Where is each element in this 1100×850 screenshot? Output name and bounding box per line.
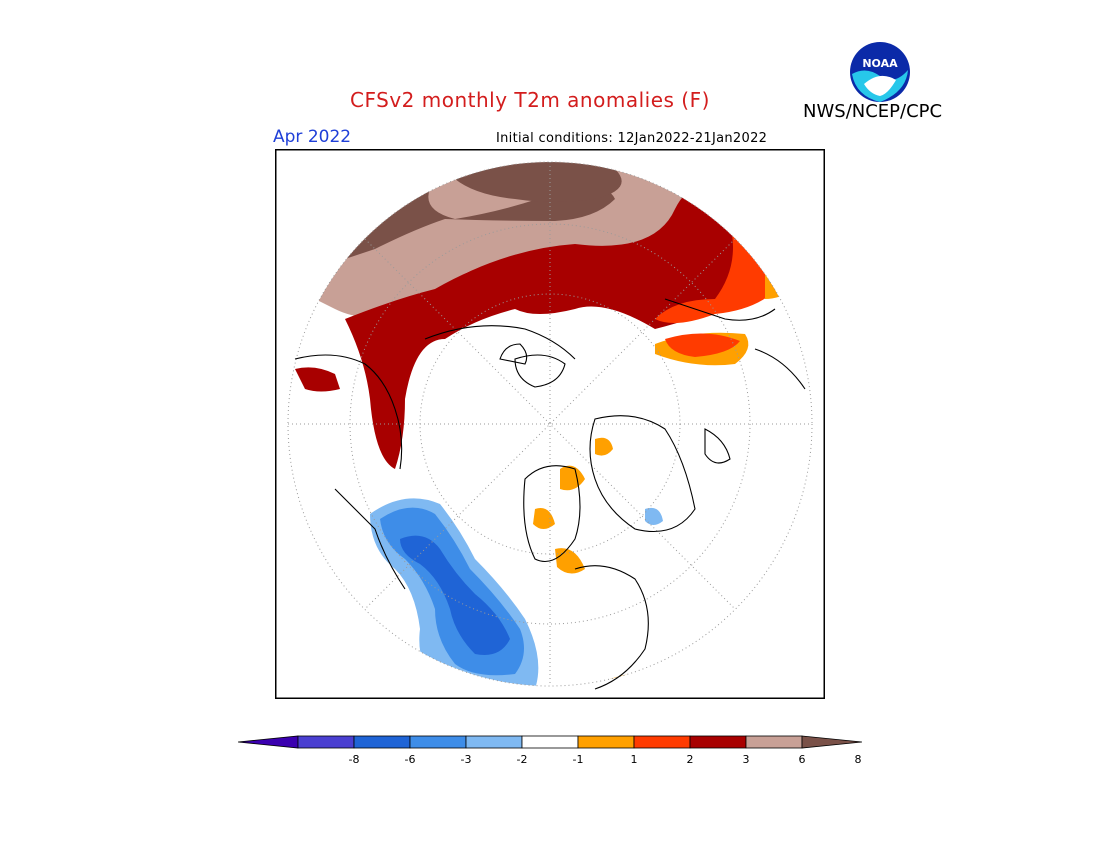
anomaly-darkred-greenland — [295, 367, 340, 392]
colorbar-tick-label: -3 — [460, 753, 472, 766]
noaa-logo-text: NOAA — [862, 57, 898, 70]
graticule — [287, 161, 813, 687]
polar-map — [275, 149, 825, 699]
colorbar-cell — [633, 735, 691, 749]
anomaly-orange-patch-4 — [595, 437, 613, 456]
colorbar-tick-label: -8 — [348, 753, 360, 766]
colorbar-cell — [577, 735, 635, 749]
organization-label: NWS/NCEP/CPC — [803, 101, 943, 122]
colorbar-cell — [409, 735, 467, 749]
noaa-logo: NOAA — [850, 42, 910, 102]
colorbar-cell — [521, 735, 579, 749]
colorbar-tick-label: 6 — [798, 753, 806, 766]
anomaly-darkred-region — [345, 189, 745, 469]
initial-conditions: Initial conditions: 12Jan2022-21Jan2022 — [496, 131, 768, 146]
colorbar-cell — [745, 735, 803, 749]
anomaly-red-band — [665, 333, 740, 357]
anomaly-lightblue-patch — [645, 507, 663, 525]
colorbar-cell — [297, 735, 355, 749]
colorbar-cell — [353, 735, 411, 749]
coastlines — [294, 298, 806, 690]
colorbar-tick-label: 2 — [686, 753, 694, 766]
map-border — [275, 149, 825, 699]
anomaly-orange-patch-1 — [560, 465, 585, 491]
colorbar-tick-label: 8 — [854, 753, 862, 766]
colorbar-arrow-left — [238, 735, 299, 749]
colorbar-arrow-right — [801, 735, 862, 749]
colorbar-tick-label: -1 — [572, 753, 584, 766]
colorbar-tick-label: 1 — [630, 753, 638, 766]
anomaly-blue-region — [400, 535, 510, 655]
colorbar-cell — [689, 735, 747, 749]
chart-title: CFSv2 monthly T2m anomalies (F) — [350, 88, 710, 112]
anomaly-orange-patch-2 — [533, 508, 555, 529]
colorbar-cell — [465, 735, 523, 749]
forecast-month: Apr 2022 — [273, 127, 352, 147]
colorbar-tick-label: -2 — [516, 753, 528, 766]
colorbar-tick-label: 3 — [742, 753, 750, 766]
colorbar-tick-label: -6 — [404, 753, 416, 766]
colorbar — [238, 735, 862, 749]
